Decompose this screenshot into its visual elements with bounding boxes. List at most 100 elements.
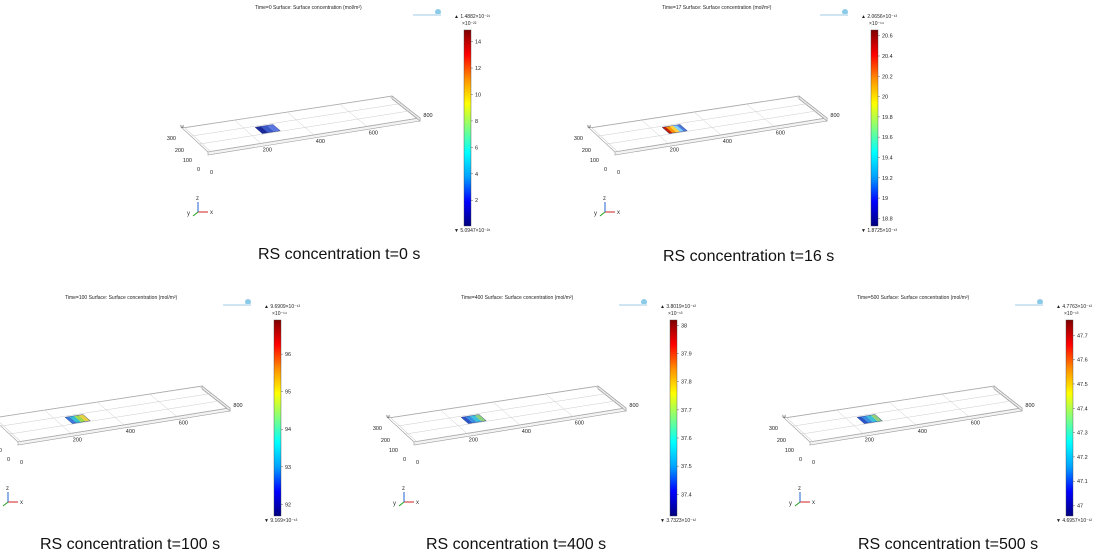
- colorbar-tick-label: 37.7: [681, 408, 692, 414]
- x-tick-label: 400: [918, 429, 927, 435]
- z-tick-label: 0: [210, 170, 213, 176]
- y-tick-label: 300: [167, 136, 176, 142]
- x-tick-label: 600: [179, 420, 188, 426]
- colorbar-tick-label: 18.8: [882, 216, 893, 222]
- colorbar-tick-label: 47.3: [1077, 431, 1088, 437]
- surface-plot: Time=17 Surface: Surface concentration (…: [574, 5, 898, 234]
- x-tick-label: 600: [369, 130, 378, 136]
- concentration-patch: [661, 124, 688, 134]
- slab-geometry: [783, 385, 1023, 446]
- colorbar: [870, 29, 880, 227]
- colorbar-gradient: [669, 319, 678, 517]
- plot-panel-t400: Time=400 Surface: Surface concentration …: [373, 290, 697, 530]
- x-tick-label: 200: [865, 437, 874, 443]
- colorbar-min-label: ▼ 4.6957×10⁻¹²: [1056, 518, 1092, 524]
- slab-geometry: [0, 385, 231, 446]
- slab-geometry: [181, 95, 421, 156]
- colorbar-max-label: ▲ 4.7763×10⁻¹²: [1056, 304, 1092, 310]
- y-tick-label: 200: [175, 148, 184, 154]
- y-axis-label: y: [789, 501, 792, 507]
- colorbar-tick-label: 19.4: [882, 155, 893, 161]
- colorbar-tick-label: 20.4: [882, 54, 893, 60]
- x-tick-label: 800: [830, 113, 839, 119]
- y-axis-arrow: [192, 211, 199, 217]
- comsol-logo-icon: [413, 9, 441, 16]
- x-axis-label: x: [416, 500, 419, 506]
- x-axis-label: x: [210, 210, 213, 216]
- colorbar-tick-label: 37.4: [681, 492, 692, 498]
- x-tick-label: 600: [575, 420, 584, 426]
- colorbar-tick-label: 93: [285, 465, 291, 471]
- x-tick-label: 800: [629, 403, 638, 409]
- colorbar-min-label: ▼ 3.7323×10⁻¹²: [660, 518, 696, 524]
- y-tick-label: 100: [389, 448, 398, 454]
- y-tick-label: 100: [183, 158, 192, 164]
- colorbar: [669, 319, 679, 517]
- slab-geometry: [588, 95, 828, 156]
- colorbar-tick-label: 6: [475, 145, 478, 151]
- colorbar-tick-label: 37.5: [681, 464, 692, 470]
- y-tick-label: 300: [769, 426, 778, 432]
- y-axis-label: y: [393, 501, 396, 507]
- colorbar: [273, 319, 283, 517]
- axis-triad: xzy: [187, 196, 213, 217]
- colorbar-tick-label: 47.7: [1077, 333, 1088, 339]
- axis-triad: xzy: [594, 196, 620, 217]
- z-tick-label: 0: [20, 460, 23, 466]
- concentration-patch: [460, 414, 487, 424]
- y-axis-label: y: [594, 211, 597, 217]
- y-tick-label: 0: [7, 457, 10, 463]
- grid-lines: [0, 393, 221, 435]
- y-tick-label: 0: [403, 457, 406, 463]
- z-tick-label: 0: [617, 170, 620, 176]
- x-tick-label: 800: [423, 113, 432, 119]
- colorbar-max-label: ▲ 2.0656×10⁻¹³: [861, 14, 897, 20]
- axis-triad: xzy: [2, 486, 23, 507]
- x-tick-label: 600: [971, 420, 980, 426]
- x-tick-label: 200: [263, 147, 272, 153]
- x-tick-label: 400: [723, 139, 732, 145]
- plot-title: Time=500 Surface: Surface concentration …: [857, 295, 970, 301]
- colorbar-gradient: [870, 29, 879, 227]
- y-tick-label: 0: [604, 167, 607, 173]
- x-axis-label: x: [20, 500, 23, 506]
- axis-triad: xzy: [393, 486, 419, 507]
- concentration-patch: [64, 414, 91, 424]
- slab-geometry: [387, 385, 627, 446]
- colorbar-tick-label: 92: [285, 502, 291, 508]
- colorbar-tick-label: 19.2: [882, 176, 893, 182]
- colorbar-gradient: [463, 29, 472, 227]
- colorbar-tick-label: 38: [681, 323, 687, 329]
- colorbar-tick-label: 94: [285, 427, 291, 433]
- colorbar-tick-label: 19.8: [882, 115, 893, 121]
- caption-t0: RS concentration t=0 s: [258, 246, 421, 263]
- x-tick-label: 200: [73, 437, 82, 443]
- colorbar-tick-label: 47.6: [1077, 358, 1088, 364]
- colorbar-exponent: ×10⁻¹⁴: [272, 311, 287, 317]
- y-tick-label: 100: [785, 448, 794, 454]
- z-axis-label: z: [196, 196, 199, 202]
- colorbar-gradient: [273, 319, 282, 517]
- x-axis-label: x: [812, 500, 815, 506]
- surface-plot: Time=100 Surface: Surface concentration …: [0, 295, 300, 524]
- z-axis-label: z: [6, 486, 9, 492]
- colorbar-tick-label: 20: [882, 95, 888, 101]
- colorbar-tick-label: 4: [475, 172, 478, 178]
- colorbar: [1065, 319, 1075, 517]
- y-tick-label: 300: [373, 426, 382, 432]
- x-tick-label: 800: [1025, 403, 1034, 409]
- plot-title: Time=0 Surface: Surface concentration (m…: [255, 5, 362, 11]
- y-axis-arrow: [398, 501, 405, 507]
- x-tick-label: 200: [469, 437, 478, 443]
- colorbar-tick-label: 19.6: [882, 135, 893, 141]
- grid-lines: [190, 103, 411, 145]
- colorbar-tick-label: 20.6: [882, 34, 893, 40]
- comsol-logo-icon: [1015, 299, 1043, 306]
- colorbar-tick-label: 37.8: [681, 380, 692, 386]
- y-tick-label: 200: [777, 438, 786, 444]
- y-tick-label: 100: [590, 158, 599, 164]
- colorbar-exponent: ×10⁻¹⁴: [869, 21, 884, 27]
- comsol-logo-icon: [619, 299, 647, 306]
- z-tick-label: 0: [416, 460, 419, 466]
- y-tick-label: 200: [381, 438, 390, 444]
